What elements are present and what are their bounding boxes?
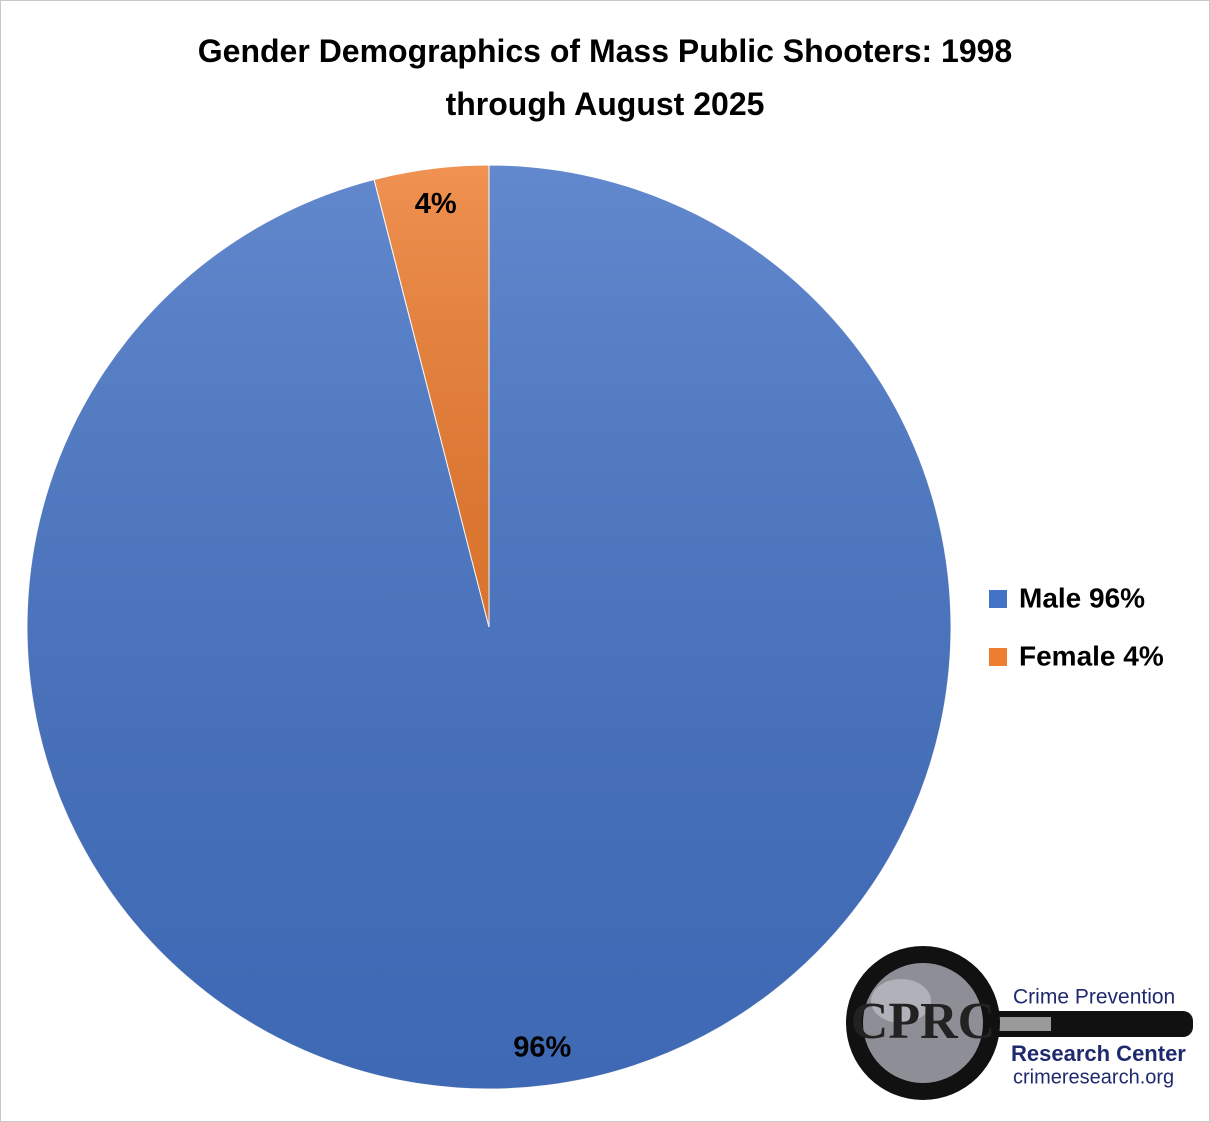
legend: Male 96% Female 4%: [989, 582, 1164, 671]
legend-swatch: [989, 590, 1007, 608]
pie: 96% 4%: [26, 164, 952, 1090]
logo-line: Crime Prevention: [1013, 986, 1175, 1009]
legend-swatch: [989, 648, 1007, 666]
legend-label: Male 96%: [1019, 582, 1145, 613]
legend-label: Female 4%: [1019, 640, 1164, 671]
logo: CPRC Crime Prevention Research Center cr…: [846, 946, 1193, 1100]
logo-line: Research Center: [1011, 1041, 1186, 1066]
data-label: 4%: [415, 188, 457, 220]
logo-mark: CPRC: [851, 993, 995, 1050]
logo-url: crimeresearch.org: [1013, 1066, 1174, 1088]
data-label: 96%: [513, 1031, 571, 1063]
chart-title: Gender Demographics of Mass Public Shoot…: [197, 33, 1013, 122]
